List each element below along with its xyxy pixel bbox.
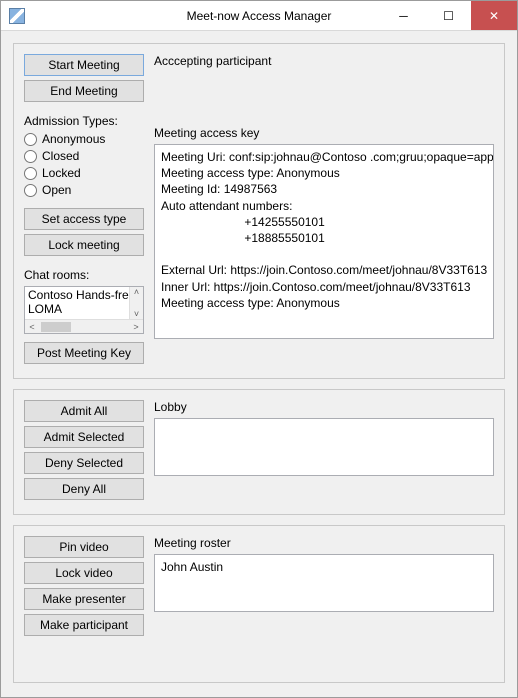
start-meeting-button[interactable]: Start Meeting (24, 54, 144, 76)
chevron-left-icon: ˂ (25, 322, 39, 332)
app-window: Meet-now Access Manager ─ ☐ ✕ Start Meet… (0, 0, 518, 698)
access-key-textbox[interactable]: Meeting Uri: conf:sip:johnau@Contoso .co… (154, 144, 494, 339)
close-button[interactable]: ✕ (471, 1, 517, 30)
deny-all-button[interactable]: Deny All (24, 478, 144, 500)
vertical-scrollbar[interactable]: ˄˅ (129, 287, 143, 319)
minimize-button[interactable]: ─ (381, 1, 426, 30)
roster-textbox[interactable]: John Austin (154, 554, 494, 612)
admit-selected-button[interactable]: Admit Selected (24, 426, 144, 448)
radio-closed-input[interactable] (24, 150, 37, 163)
minimize-icon: ─ (399, 9, 408, 23)
maximize-button[interactable]: ☐ (426, 1, 471, 30)
maximize-icon: ☐ (443, 9, 454, 23)
post-meeting-key-button[interactable]: Post Meeting Key (24, 342, 144, 364)
end-meeting-button[interactable]: End Meeting (24, 80, 144, 102)
scroll-track[interactable] (39, 320, 129, 333)
make-presenter-button[interactable]: Make presenter (24, 588, 144, 610)
lobby-label: Lobby (154, 400, 494, 414)
radio-locked-label: Locked (42, 166, 81, 180)
titlebar[interactable]: Meet-now Access Manager ─ ☐ ✕ (1, 1, 517, 31)
client-area: Start Meeting End Meeting Admission Type… (1, 31, 517, 697)
lobby-panel: Admit All Admit Selected Deny Selected D… (13, 389, 505, 515)
radio-open-label: Open (42, 183, 71, 197)
chevron-right-icon: ˃ (129, 322, 143, 332)
chevron-up-icon: ˄ (134, 287, 139, 297)
list-item[interactable]: LOMA (28, 302, 126, 316)
lobby-textbox[interactable] (154, 418, 494, 476)
access-key-label: Meeting access key (154, 126, 494, 140)
chat-rooms-items: Contoso Hands-free ... LOMA (25, 287, 129, 319)
chevron-down-icon: ˅ (134, 309, 139, 319)
radio-anonymous-label: Anonymous (42, 132, 105, 146)
window-controls: ─ ☐ ✕ (381, 1, 517, 30)
deny-selected-button[interactable]: Deny Selected (24, 452, 144, 474)
set-access-type-button[interactable]: Set access type (24, 208, 144, 230)
radio-open-input[interactable] (24, 184, 37, 197)
horizontal-scrollbar[interactable]: ˂ ˃ (25, 319, 143, 333)
app-icon (9, 8, 25, 24)
admit-all-button[interactable]: Admit All (24, 400, 144, 422)
participant-status: Acccepting participant (154, 54, 494, 68)
lock-video-button[interactable]: Lock video (24, 562, 144, 584)
close-icon: ✕ (489, 9, 499, 23)
roster-panel: Pin video Lock video Make presenter Make… (13, 525, 505, 683)
list-item[interactable]: Contoso Hands-free ... (28, 288, 126, 302)
radio-closed-label: Closed (42, 149, 79, 163)
radio-anonymous-input[interactable] (24, 133, 37, 146)
scroll-thumb[interactable] (41, 322, 71, 332)
radio-anonymous[interactable]: Anonymous (24, 132, 154, 146)
admission-types-label: Admission Types: (24, 114, 154, 128)
lock-meeting-button[interactable]: Lock meeting (24, 234, 144, 256)
meeting-panel: Start Meeting End Meeting Admission Type… (13, 43, 505, 379)
chat-rooms-listbox[interactable]: Contoso Hands-free ... LOMA ˄˅ ˂ ˃ (24, 286, 144, 334)
make-participant-button[interactable]: Make participant (24, 614, 144, 636)
chat-rooms-label: Chat rooms: (24, 268, 154, 282)
radio-open[interactable]: Open (24, 183, 154, 197)
radio-locked-input[interactable] (24, 167, 37, 180)
roster-label: Meeting roster (154, 536, 494, 550)
radio-locked[interactable]: Locked (24, 166, 154, 180)
radio-closed[interactable]: Closed (24, 149, 154, 163)
pin-video-button[interactable]: Pin video (24, 536, 144, 558)
